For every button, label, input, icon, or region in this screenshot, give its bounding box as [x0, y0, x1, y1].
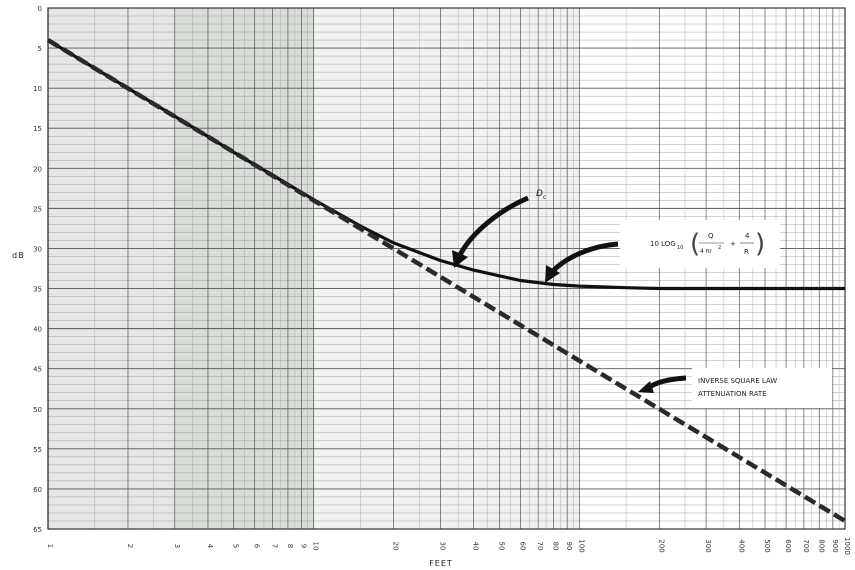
inverse-square-dashed-line — [46, 38, 847, 523]
y-tick-label: 30 — [33, 245, 42, 253]
y-tick-label: 50 — [33, 406, 42, 414]
x-tick-label: 1000 — [843, 537, 851, 555]
x-tick-label: 20 — [392, 542, 400, 551]
formula-denominator-exponent: 2 — [718, 245, 721, 251]
formula-annotation: 10 LOG 10 ( Q 4 πr 2 + 4 R ) — [545, 220, 780, 283]
x-tick-label: 10 — [312, 542, 320, 551]
x-tick-label: 100 — [577, 539, 585, 552]
plot-frame — [47, 7, 846, 530]
formula-left-paren: ( — [690, 229, 700, 259]
inverse-label-box — [692, 368, 832, 408]
y-tick-label: 35 — [33, 286, 42, 294]
y-tick-label: 5 — [38, 45, 42, 53]
x-tick-label: 700 — [802, 539, 810, 552]
x-tick-label: 4 — [206, 544, 214, 549]
y-tick-label: 55 — [33, 446, 42, 454]
formula-arrowhead — [545, 265, 560, 283]
y-tick-label: 65 — [33, 526, 42, 534]
dc-annotation: D c — [452, 189, 546, 268]
x-tick-label: 2 — [126, 544, 134, 548]
x-tick-label: 300 — [704, 539, 712, 552]
inverse-square-annotation: INVERSE SQUARE LAW ATTENUATION RATE — [638, 368, 832, 408]
formula-numerator-4: 4 — [745, 232, 750, 240]
y-tick-label: 20 — [33, 165, 42, 173]
x-tick-label: 50 — [497, 542, 505, 551]
formula-box — [620, 220, 780, 268]
x-tick-label: 80 — [552, 542, 560, 551]
x-tick-label: 7 — [271, 544, 279, 548]
formula-subscript: 10 — [677, 245, 683, 251]
formula-prefix: 10 LOG — [650, 240, 676, 248]
x-axis-label: FEET — [429, 559, 453, 568]
x-tick-label: 8 — [286, 544, 294, 548]
x-tick-label: 70 — [536, 542, 544, 551]
x-tick-label: 40 — [472, 542, 480, 551]
y-tick-label: 0 — [38, 5, 42, 13]
y-tick-label: 25 — [33, 205, 42, 213]
y-tick-label: 15 — [33, 125, 42, 133]
x-tick-label: 5 — [232, 544, 240, 548]
inverse-arrow — [646, 375, 687, 391]
dc-arrow — [457, 195, 529, 257]
x-tick-label: 200 — [657, 539, 665, 552]
x-tick-label: 800 — [817, 539, 825, 552]
x-tick-label: 500 — [763, 539, 771, 552]
inverse-arrowhead — [638, 381, 654, 393]
x-tick-label: 400 — [737, 539, 745, 552]
y-tick-label: 60 — [33, 486, 42, 494]
formula-arrow — [550, 241, 619, 274]
formula-right-paren: ) — [755, 229, 765, 259]
formula-plus: + — [730, 240, 736, 248]
x-tick-label: 6 — [253, 544, 261, 549]
x-tick-label: 60 — [518, 542, 526, 551]
y-axis-label: dB — [12, 251, 25, 260]
x-tick-label: 900 — [831, 539, 839, 552]
y-tick-label: 40 — [33, 326, 42, 334]
shade-band-dark — [174, 8, 314, 529]
formula-numerator-q: Q — [708, 232, 714, 240]
x-tick-label: 600 — [784, 539, 792, 552]
dc-label: D — [536, 189, 543, 199]
x-tick-label: 90 — [565, 542, 573, 551]
dc-arrowhead — [452, 250, 468, 268]
formula-denominator-1: 4 πr — [700, 248, 712, 255]
inverse-label-line1: INVERSE SQUARE LAW — [698, 377, 777, 385]
formula-denominator-r: R — [744, 248, 749, 256]
y-tick-label: 10 — [33, 85, 42, 93]
dc-subscript: c — [543, 194, 546, 201]
y-tick-label: 45 — [33, 366, 42, 374]
x-tick-label: 3 — [173, 544, 181, 548]
shade-band-second-decade — [313, 8, 580, 529]
x-tick-labels: 1 2 3 4 5 6 7 8 9 10 20 30 40 50 60 70 80 90 100 200 300 400 5… — [46, 537, 851, 555]
y-tick-labels: 0 5 10 15 20 25 30 35 40 45 50 55 60 65 — [33, 5, 42, 534]
paper-shading — [48, 8, 580, 529]
x-tick-label: 9 — [300, 544, 308, 548]
x-tick-label: 1 — [46, 544, 54, 548]
x-tick-label: 30 — [438, 542, 446, 551]
inverse-label-line2: ATTENUATION RATE — [698, 390, 767, 398]
